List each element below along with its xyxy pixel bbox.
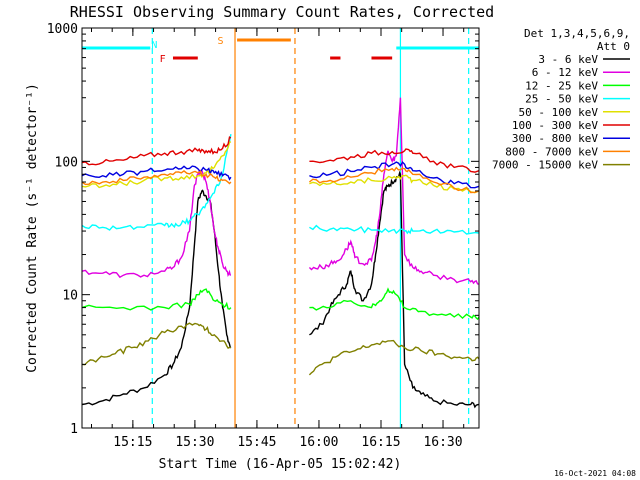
legend-label: 3 - 6 keV xyxy=(538,53,598,66)
legend-label: 100 - 300 keV xyxy=(512,119,598,132)
legend-header: Det 1,3,4,5,6,9, xyxy=(524,27,630,40)
plot-frame xyxy=(81,27,480,429)
series-line xyxy=(81,287,480,321)
x-tick-label: 16:30 xyxy=(423,435,462,450)
x-tick-label: 16:00 xyxy=(299,435,338,450)
data-gap xyxy=(232,28,300,428)
state-annotation: F xyxy=(160,54,166,65)
x-tick-label: 15:45 xyxy=(237,435,276,450)
x-tick-label: 15:15 xyxy=(113,435,152,450)
legend-header-2: Att 0 xyxy=(597,40,630,53)
series-line xyxy=(81,170,480,409)
legend-label: 800 - 7000 keV xyxy=(505,145,598,158)
series-line xyxy=(81,136,480,173)
series-line xyxy=(81,141,480,194)
legend-label: 25 - 50 keV xyxy=(525,93,598,106)
y-axis-label: Corrected Count Rate (s⁻¹ detector⁻¹) xyxy=(25,83,40,373)
plot-area: 1 10 100 1000 15:15 15:30 15:45 16:00 16:15 16:30… xyxy=(47,22,480,450)
state-annotation: N xyxy=(151,40,157,51)
x-tick-label: 15:30 xyxy=(175,435,214,450)
legend-label: 6 - 12 keV xyxy=(532,66,599,79)
chart-title: RHESSI Observing Summary Count Rates, Co… xyxy=(70,3,494,21)
x-tick-label: 16:15 xyxy=(361,435,400,450)
series-line xyxy=(81,160,480,189)
y-tick-label: 1 xyxy=(70,422,78,437)
footer-date: 16-Oct-2021 04:08 xyxy=(554,469,636,478)
series-line xyxy=(81,97,480,285)
series-line xyxy=(81,322,480,376)
legend-label: 50 - 100 keV xyxy=(519,106,599,119)
state-annotation: S xyxy=(218,36,224,47)
x-axis-label: Start Time (16-Apr-05 15:02:42) xyxy=(159,457,402,472)
y-tick-label: 10 xyxy=(62,289,78,304)
series-line xyxy=(81,133,480,235)
series-line xyxy=(81,166,480,194)
legend-label: 7000 - 15000 keV xyxy=(492,159,598,172)
y-tick-label: 100 xyxy=(55,155,78,170)
legend-label: 300 - 800 keV xyxy=(512,132,598,145)
y-tick-label: 1000 xyxy=(47,22,78,37)
legend-label: 12 - 25 keV xyxy=(525,79,598,92)
